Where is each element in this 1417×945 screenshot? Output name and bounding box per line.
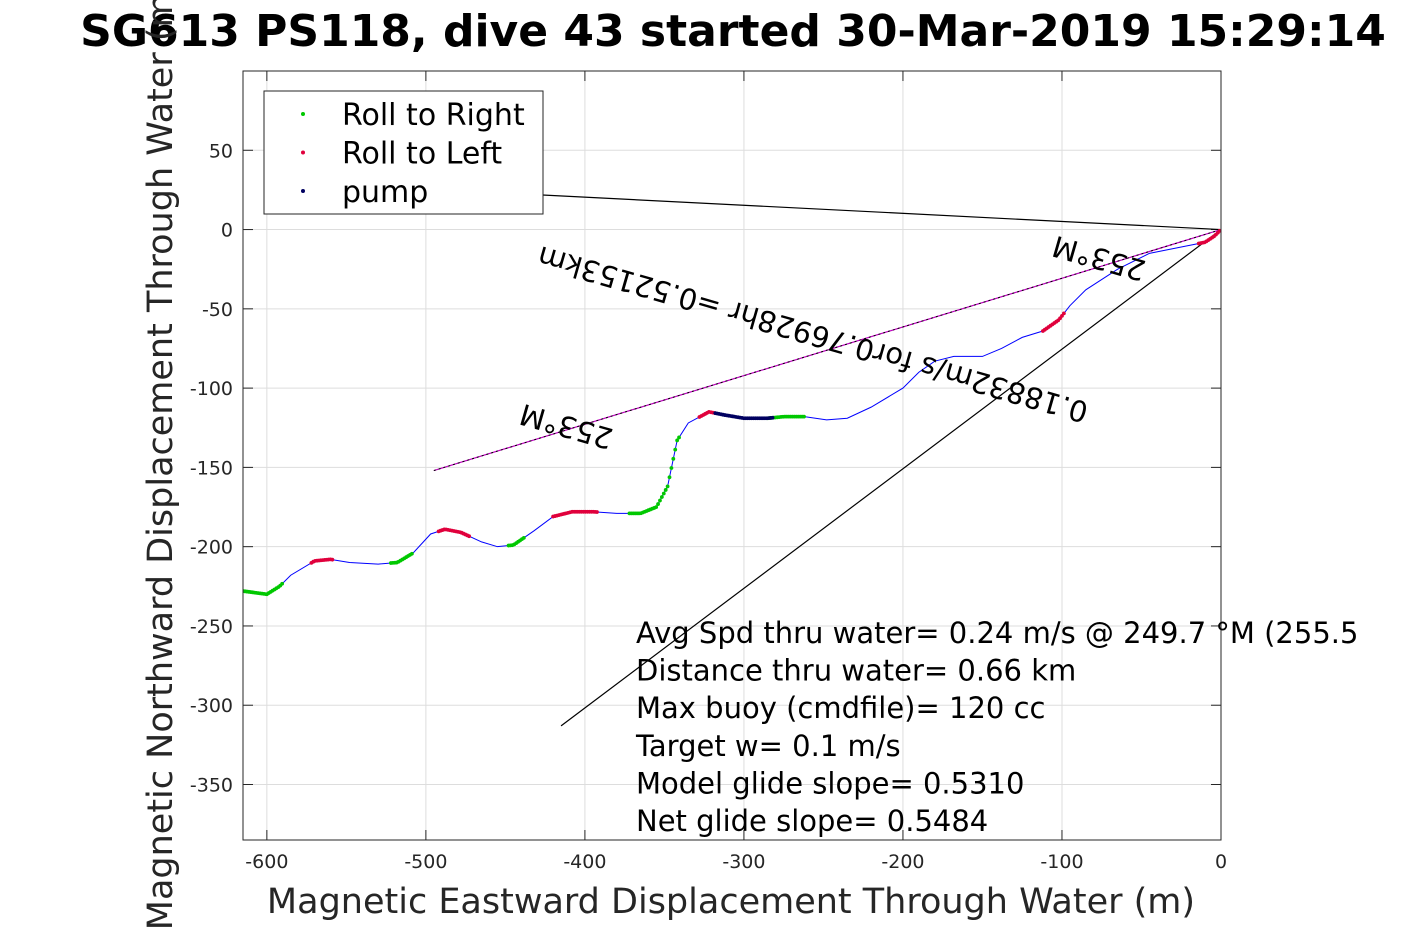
axis-ticks: -600 -500 -400 -300 -200 -100 0-350-300-250-20… bbox=[190, 71, 1227, 873]
y-tick-label: -150 bbox=[190, 457, 233, 479]
y-tick-label: -250 bbox=[190, 616, 233, 638]
roll-right-point bbox=[671, 456, 676, 461]
roll-right-point bbox=[654, 505, 659, 510]
plot-content bbox=[243, 190, 1221, 727]
y-tick-label: -200 bbox=[190, 537, 233, 559]
net-heading-line-dots bbox=[433, 229, 1221, 472]
stats-line: Avg Spd thru water= 0.24 m/s @ 249.7 °M … bbox=[636, 616, 1358, 650]
x-tick-label: -300 bbox=[722, 851, 765, 873]
legend-entry: pump bbox=[342, 175, 428, 210]
roll-right-point bbox=[521, 535, 526, 540]
y-tick-label: -350 bbox=[190, 775, 233, 797]
roll-right-point bbox=[658, 498, 662, 503]
y-tick-label: 0 bbox=[221, 220, 233, 242]
stats-line: Net glide slope= 0.5484 bbox=[636, 804, 988, 838]
stats-text: Avg Spd thru water= 0.24 m/s @ 249.7 °M … bbox=[635, 616, 1358, 838]
roll-left-point bbox=[1061, 311, 1066, 316]
chart-title: SG613 PS118, dive 43 started 30-Mar-2019… bbox=[80, 6, 1386, 57]
legend-entry: Roll to Left bbox=[342, 137, 502, 172]
roll-right-point bbox=[409, 551, 414, 556]
roll-right-point bbox=[661, 491, 666, 496]
stats-line: Max buoy (cmdfile)= 120 cc bbox=[636, 691, 1045, 725]
legend-marker bbox=[301, 189, 305, 193]
y-tick-label: 50 bbox=[209, 140, 233, 162]
roll-right-point bbox=[659, 495, 664, 499]
roll-right-point bbox=[673, 447, 678, 452]
stats-line: Distance thru water= 0.66 km bbox=[636, 654, 1076, 688]
legend-marker bbox=[301, 150, 305, 155]
roll-right-point bbox=[669, 466, 674, 470]
roll-right-point bbox=[675, 438, 680, 443]
legend-marker bbox=[301, 112, 305, 116]
roll-right-point bbox=[656, 502, 660, 506]
x-tick-label: -200 bbox=[881, 851, 924, 873]
roll-right-point bbox=[665, 484, 670, 489]
roll-right-point bbox=[663, 488, 668, 492]
stats-line: Target w= 0.1 m/s bbox=[635, 729, 901, 763]
roll-right-point bbox=[667, 475, 672, 480]
plot-frame bbox=[242, 70, 1222, 841]
y-tick-label: -100 bbox=[190, 378, 233, 400]
roll-left-point bbox=[467, 534, 472, 539]
x-tick-label: -400 bbox=[563, 851, 606, 873]
x-tick-label: 0 bbox=[1215, 851, 1227, 873]
y-axis-label: Magnetic Northward Displacement Through … bbox=[141, 0, 181, 930]
legend-box bbox=[263, 90, 544, 215]
roll-right-point bbox=[802, 414, 806, 419]
legend-entry: Roll to Right bbox=[342, 98, 525, 133]
heading-line-upper bbox=[473, 190, 1221, 231]
roll-left-point bbox=[330, 557, 335, 562]
roll-right-point bbox=[280, 581, 285, 586]
y-tick-label: -300 bbox=[190, 695, 233, 717]
heading-line-lower bbox=[560, 229, 1221, 727]
pump-point bbox=[770, 415, 775, 420]
grid bbox=[243, 71, 1222, 840]
x-tick-label: -600 bbox=[245, 851, 288, 873]
y-tick-label: -50 bbox=[202, 299, 233, 321]
roll-left-point bbox=[595, 510, 599, 514]
roll-left-point bbox=[1217, 228, 1221, 233]
x-axis-label: Magnetic Eastward Displacement Through W… bbox=[267, 882, 1195, 922]
stats-line: Model glide slope= 0.5310 bbox=[636, 766, 1024, 800]
x-tick-label: -100 bbox=[1040, 851, 1083, 873]
roll-right-point bbox=[677, 435, 681, 440]
x-tick-label: -500 bbox=[404, 851, 447, 873]
